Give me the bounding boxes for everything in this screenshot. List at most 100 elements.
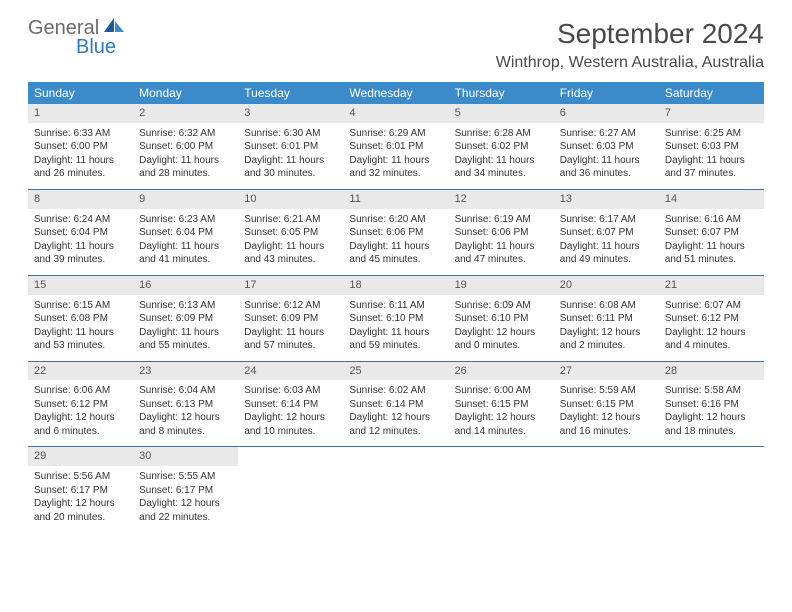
day-number: 12 [449,190,554,209]
day-cell: 14Sunrise: 6:16 AMSunset: 6:07 PMDayligh… [659,190,764,275]
day-number: 10 [238,190,343,209]
day-cell: 28Sunrise: 5:58 AMSunset: 6:16 PMDayligh… [659,362,764,447]
day-cell: 12Sunrise: 6:19 AMSunset: 6:06 PMDayligh… [449,190,554,275]
day-cell: 16Sunrise: 6:13 AMSunset: 6:09 PMDayligh… [133,276,238,361]
sunset-text: Sunset: 6:09 PM [139,312,232,326]
day-cell: 21Sunrise: 6:07 AMSunset: 6:12 PMDayligh… [659,276,764,361]
daylight-text: Daylight: 11 hours and 55 minutes. [139,326,232,353]
day-number: 18 [343,276,448,295]
day-cell: 20Sunrise: 6:08 AMSunset: 6:11 PMDayligh… [554,276,659,361]
sunset-text: Sunset: 6:10 PM [349,312,442,326]
weekday-header: Friday [554,82,659,104]
day-number: 3 [238,104,343,123]
daylight-text: Daylight: 12 hours and 14 minutes. [455,411,548,438]
day-number: 19 [449,276,554,295]
day-cell: 9 Sunrise: 6:23 AMSunset: 6:04 PMDaylight… [133,190,238,275]
daylight-text: Daylight: 11 hours and 59 minutes. [349,326,442,353]
day-number: 20 [554,276,659,295]
sunset-text: Sunset: 6:15 PM [560,398,653,412]
week-row: 22Sunrise: 6:06 AMSunset: 6:12 PMDayligh… [28,362,764,448]
daylight-text: Daylight: 12 hours and 6 minutes. [34,411,127,438]
empty-day-cell [449,447,554,532]
sunset-text: Sunset: 6:08 PM [34,312,127,326]
day-cell: 6Sunrise: 6:27 AMSunset: 6:03 PMDaylight… [554,104,659,189]
sunset-text: Sunset: 6:02 PM [455,140,548,154]
day-cell: 13Sunrise: 6:17 AMSunset: 6:07 PMDayligh… [554,190,659,275]
day-cell: 17Sunrise: 6:12 AMSunset: 6:09 PMDayligh… [238,276,343,361]
sunset-text: Sunset: 6:15 PM [455,398,548,412]
sunset-text: Sunset: 6:12 PM [34,398,127,412]
sunrise-text: Sunrise: 6:23 AM [139,213,232,227]
daylight-text: Daylight: 12 hours and 4 minutes. [665,326,758,353]
daylight-text: Daylight: 12 hours and 18 minutes. [665,411,758,438]
daylight-text: Daylight: 11 hours and 51 minutes. [665,240,758,267]
day-cell: 18 Sunrise: 6:11 AMSunset: 6:10 PMDayligh… [343,276,448,361]
sunset-text: Sunset: 6:05 PM [244,226,337,240]
day-cell: 1Sunrise: 6:33 AMSunset: 6:00 PMDaylight… [28,104,133,189]
sunset-text: Sunset: 6:10 PM [455,312,548,326]
month-title: September 2024 [496,18,764,50]
calendar: Sunday Monday Tuesday Wednesday Thursday… [28,82,764,532]
day-cell: 8Sunrise: 6:24 AMSunset: 6:04 PMDaylight… [28,190,133,275]
day-number: 4 [343,104,448,123]
weekday-header: Tuesday [238,82,343,104]
daylight-text: Daylight: 11 hours and 37 minutes. [665,154,758,181]
sunset-text: Sunset: 6:14 PM [349,398,442,412]
sunrise-text: Sunrise: 6:11 AM [349,299,442,313]
daylight-text: Daylight: 12 hours and 20 minutes. [34,497,127,524]
day-number: 30 [133,447,238,466]
empty-day-cell [554,447,659,532]
sunrise-text: Sunrise: 6:27 AM [560,127,653,141]
daylight-text: Daylight: 11 hours and 30 minutes. [244,154,337,181]
day-number: 16 [133,276,238,295]
day-cell: 11Sunrise: 6:20 AMSunset: 6:06 PMDayligh… [343,190,448,275]
day-number: 15 [28,276,133,295]
header: General Blue September 2024 Winthrop, We… [28,18,764,72]
daylight-text: Daylight: 11 hours and 41 minutes. [139,240,232,267]
day-number: 29 [28,447,133,466]
daylight-text: Daylight: 11 hours and 47 minutes. [455,240,548,267]
sunset-text: Sunset: 6:14 PM [244,398,337,412]
week-row: 15Sunrise: 6:15 AMSunset: 6:08 PMDayligh… [28,276,764,362]
sunset-text: Sunset: 6:12 PM [665,312,758,326]
daylight-text: Daylight: 11 hours and 26 minutes. [34,154,127,181]
day-number: 1 [28,104,133,123]
daylight-text: Daylight: 11 hours and 45 minutes. [349,240,442,267]
empty-day-cell [238,447,343,532]
day-cell: 29Sunrise: 5:56 AMSunset: 6:17 PMDayligh… [28,447,133,532]
sunset-text: Sunset: 6:17 PM [139,484,232,498]
week-row: 1Sunrise: 6:33 AMSunset: 6:00 PMDaylight… [28,104,764,190]
day-number: 6 [554,104,659,123]
daylight-text: Daylight: 12 hours and 8 minutes. [139,411,232,438]
day-number: 22 [28,362,133,381]
daylight-text: Daylight: 12 hours and 2 minutes. [560,326,653,353]
day-cell: 25Sunrise: 6:02 AMSunset: 6:14 PMDayligh… [343,362,448,447]
daylight-text: Daylight: 11 hours and 53 minutes. [34,326,127,353]
day-cell: 15Sunrise: 6:15 AMSunset: 6:08 PMDayligh… [28,276,133,361]
day-number: 23 [133,362,238,381]
day-number: 17 [238,276,343,295]
day-number: 9 [133,190,238,209]
daylight-text: Daylight: 11 hours and 34 minutes. [455,154,548,181]
sunset-text: Sunset: 6:04 PM [139,226,232,240]
daylight-text: Daylight: 11 hours and 43 minutes. [244,240,337,267]
sunrise-text: Sunrise: 6:04 AM [139,384,232,398]
empty-day-cell [343,447,448,532]
sunrise-text: Sunrise: 5:58 AM [665,384,758,398]
logo-text-block: General Blue [28,18,126,57]
logo: General Blue [28,18,126,57]
day-number: 28 [659,362,764,381]
sunrise-text: Sunrise: 6:32 AM [139,127,232,141]
sunrise-text: Sunrise: 6:24 AM [34,213,127,227]
day-cell: 2Sunrise: 6:32 AMSunset: 6:00 PMDaylight… [133,104,238,189]
sunrise-text: Sunrise: 6:19 AM [455,213,548,227]
day-number: 14 [659,190,764,209]
sunrise-text: Sunrise: 5:55 AM [139,470,232,484]
sunset-text: Sunset: 6:13 PM [139,398,232,412]
day-number: 24 [238,362,343,381]
day-number: 27 [554,362,659,381]
daylight-text: Daylight: 12 hours and 22 minutes. [139,497,232,524]
day-cell: 26Sunrise: 6:00 AMSunset: 6:15 PMDayligh… [449,362,554,447]
sunset-text: Sunset: 6:17 PM [34,484,127,498]
day-cell: 5Sunrise: 6:28 AMSunset: 6:02 PMDaylight… [449,104,554,189]
